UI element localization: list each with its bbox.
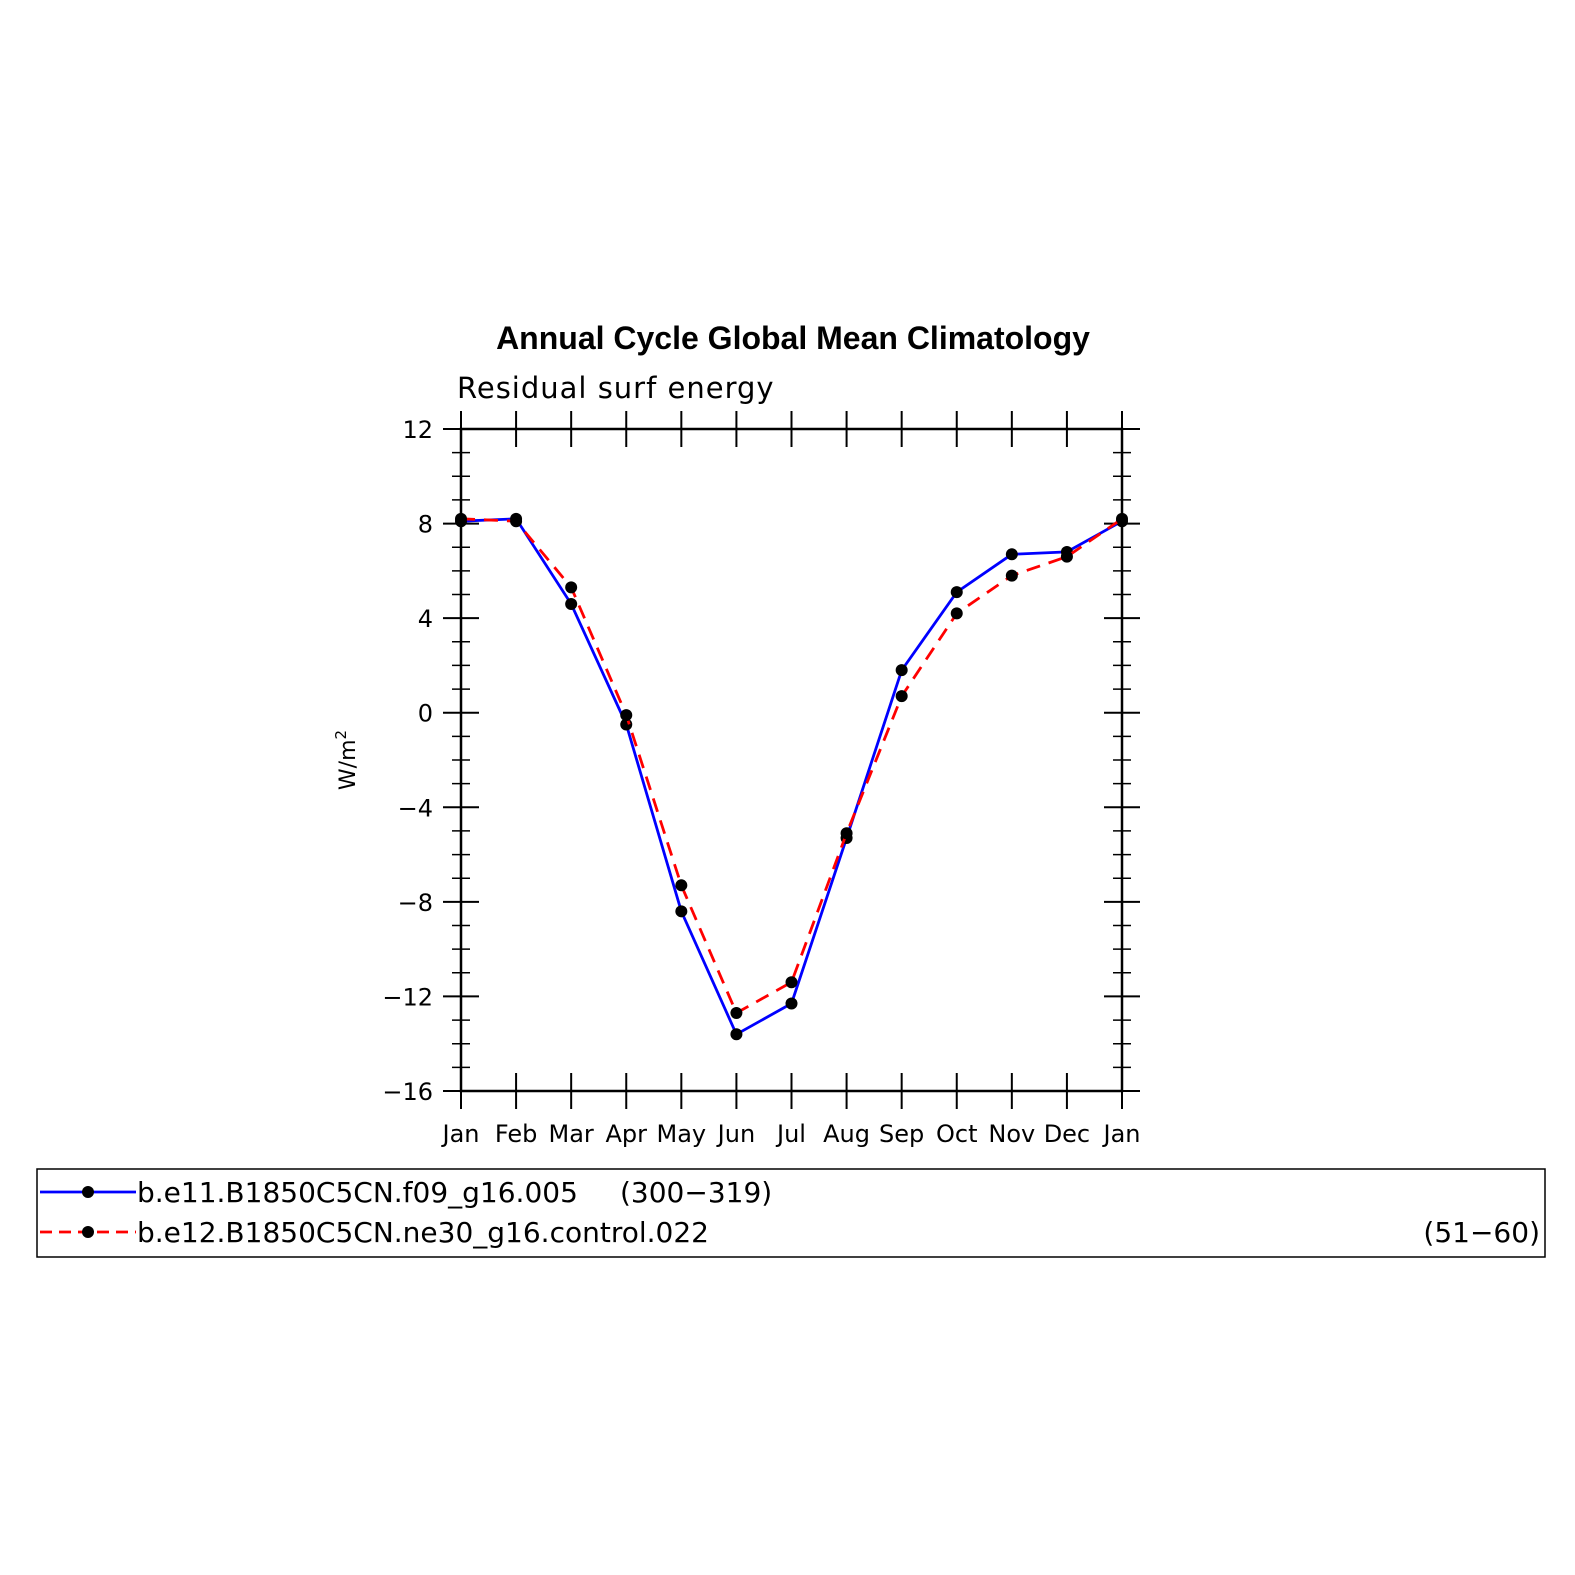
legend-entry-1: b.e11.B1850C5CN.f09_g16.005 <box>40 1176 578 1209</box>
series-point <box>950 607 963 620</box>
y-axis-label-exponent: 2 <box>332 730 350 740</box>
axes: 12 8 4 0 −4 −8 −12 −16 Jan Feb Mar Apr May Jun Jul Aug S… <box>382 411 1141 1148</box>
legend-period: (300−319) <box>620 1176 772 1209</box>
x-tick-label: Oct <box>936 1120 978 1148</box>
series-point <box>730 1028 743 1041</box>
series-point <box>895 664 908 677</box>
y-tick-label: 4 <box>418 605 433 633</box>
series-point <box>895 690 908 703</box>
x-tick-label: Jun <box>716 1120 756 1148</box>
series-line <box>460 517 1123 1015</box>
chart-title: Annual Cycle Global Mean Climatology <box>496 320 1090 356</box>
x-tick-label: Nov <box>988 1120 1035 1148</box>
series-point <box>620 709 633 722</box>
legend-label: b.e12.B1850C5CN.ne30_g16.control.022 <box>137 1216 709 1249</box>
y-tick-label: −12 <box>382 983 433 1011</box>
series-point <box>1005 548 1018 561</box>
x-tick-label: Jan <box>1102 1120 1141 1148</box>
legend-label: b.e11.B1850C5CN.f09_g16.005 <box>137 1176 578 1209</box>
series-line <box>460 517 1123 1037</box>
y-tick-label: 0 <box>418 700 433 728</box>
legend: b.e11.B1850C5CN.f09_g16.005 b.e12.B1850C5… <box>40 1176 1540 1249</box>
legend-marker <box>82 1186 94 1198</box>
series-point <box>455 512 467 525</box>
series-point <box>675 879 688 892</box>
series-point <box>675 905 688 918</box>
y-axis-label-unit: W/m <box>336 739 361 790</box>
x-tick-label: Feb <box>495 1120 538 1148</box>
y-axis-label: W/m2 <box>332 730 361 790</box>
chart-subtitle: Residual surf energy <box>457 371 775 405</box>
legend-period: (51−60) <box>1423 1216 1540 1249</box>
x-tick-label: Dec <box>1044 1120 1090 1148</box>
series-point <box>730 1006 743 1019</box>
y-tick-label: 8 <box>418 511 433 539</box>
x-tick-label: May <box>657 1120 707 1148</box>
x-tick-label: Sep <box>879 1120 924 1148</box>
series-point <box>510 515 523 528</box>
series-point <box>565 597 578 610</box>
legend-entry-2: b.e12.B1850C5CN.ne30_g16.control.022 <box>40 1216 709 1249</box>
series-point <box>785 976 798 989</box>
series-point <box>840 827 853 840</box>
plot-frame <box>459 427 1124 1093</box>
y-tick-label: −4 <box>398 794 433 822</box>
series-point <box>1005 569 1018 582</box>
legend-box <box>36 1168 1546 1258</box>
y-tick-label: −16 <box>382 1078 433 1106</box>
x-tick-label: Jan <box>441 1120 480 1148</box>
series-point <box>950 586 963 599</box>
x-tick-label: Apr <box>605 1120 647 1148</box>
x-tick-label: Mar <box>549 1120 594 1148</box>
y-tick-label: 12 <box>402 416 433 444</box>
series-point <box>785 997 798 1010</box>
y-tick-label: −8 <box>398 889 433 917</box>
series-point <box>1116 512 1128 525</box>
x-tick-label: Jul <box>775 1120 806 1148</box>
series-point <box>1060 550 1073 563</box>
series-1 <box>455 512 1128 1041</box>
legend-marker <box>82 1226 94 1238</box>
series-point <box>565 581 578 594</box>
series-layer <box>455 512 1128 1041</box>
x-tick-label: Aug <box>823 1120 870 1148</box>
series-2 <box>455 512 1128 1019</box>
